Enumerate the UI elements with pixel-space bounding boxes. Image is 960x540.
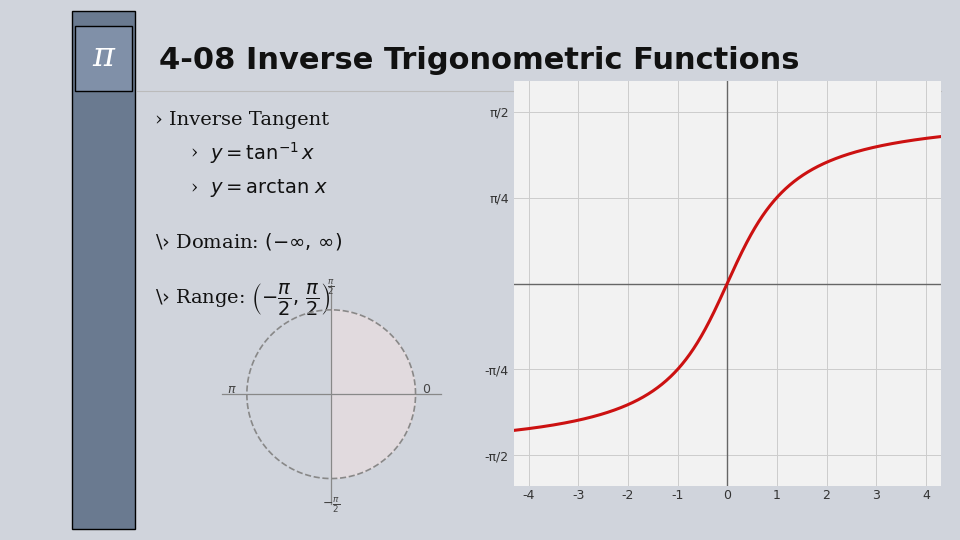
Text: $\pi$: $\pi$ [227, 383, 237, 396]
Text: ›: › [190, 144, 197, 163]
Text: ›: › [190, 179, 197, 197]
Text: › Inverse Tangent: › Inverse Tangent [155, 111, 329, 129]
Polygon shape [331, 310, 416, 478]
Text: \› Domain: $(-\infty,\, \infty)$: \› Domain: $(-\infty,\, \infty)$ [155, 231, 342, 252]
Text: $-\frac{\pi}{2}$: $-\frac{\pi}{2}$ [323, 495, 340, 515]
Text: 4-08 Inverse Trigonometric Functions: 4-08 Inverse Trigonometric Functions [159, 45, 800, 75]
FancyBboxPatch shape [76, 26, 132, 91]
Text: $0$: $0$ [422, 383, 431, 396]
Text: \› Range: $\left(-\dfrac{\pi}{2},\, \dfrac{\pi}{2}\right)$: \› Range: $\left(-\dfrac{\pi}{2},\, \dfr… [155, 280, 330, 316]
FancyBboxPatch shape [72, 11, 135, 529]
Text: $y = \tan^{-1} x$: $y = \tan^{-1} x$ [210, 140, 316, 166]
Text: $y = \arctan\, x$: $y = \arctan\, x$ [210, 177, 328, 199]
Text: $\frac{\pi}{2}$: $\frac{\pi}{2}$ [327, 278, 335, 297]
Text: π: π [92, 42, 114, 73]
